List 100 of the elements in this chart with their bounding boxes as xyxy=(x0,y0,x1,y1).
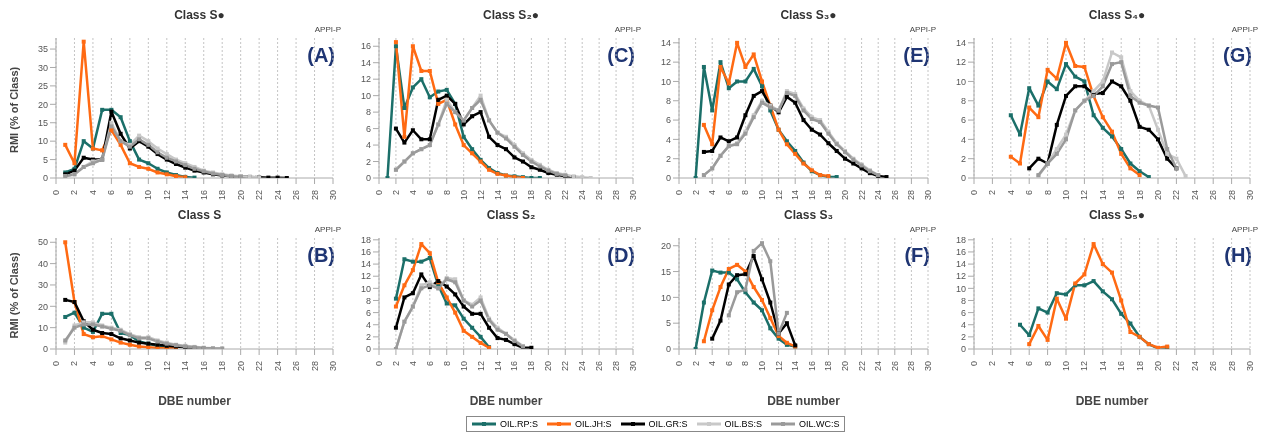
y-tick-label: 2 xyxy=(365,156,371,167)
x-tick-label: 6 xyxy=(723,190,734,196)
x-tick-label: 2 xyxy=(987,361,998,367)
y-tick-label: 12 xyxy=(360,271,371,282)
y-tick-label: 6 xyxy=(960,307,966,318)
y-tick-label: 10 xyxy=(360,283,371,294)
x-tick-label: 16 xyxy=(198,190,209,201)
y-tick-label: 4 xyxy=(960,134,966,145)
y-axis-title: RMI (% of Class) xyxy=(7,66,20,153)
x-tick-label: 22 xyxy=(560,361,571,372)
x-tick-label: 2 xyxy=(690,361,701,367)
text: APPI-P xyxy=(314,25,341,34)
x-axis-title: DBE number xyxy=(767,394,841,408)
x-tick-label: 20 xyxy=(543,361,554,372)
legend-label: OIL.WC:S xyxy=(799,419,840,429)
x-tick-label: 26 xyxy=(594,190,605,201)
chart-title: Class S xyxy=(176,208,223,222)
y-tick-label: 6 xyxy=(365,123,371,134)
x-tick-label: 2 xyxy=(390,190,401,196)
y-tick-label: 0 xyxy=(365,173,371,184)
x-tick-label: 4 xyxy=(407,190,418,196)
y-tick-label: 10 xyxy=(660,76,671,87)
x-tick-label: 30 xyxy=(1245,361,1255,372)
chart-title: Class S₂ xyxy=(485,208,537,222)
y-tick-label: 12 xyxy=(660,57,671,68)
x-tick-label: 28 xyxy=(906,361,917,372)
x-tick-label: 26 xyxy=(1208,190,1219,201)
x-tick-label: 6 xyxy=(424,361,435,367)
y-tick-label: 4 xyxy=(665,134,671,145)
x-tick-label: 18 xyxy=(823,190,834,201)
x-tick-label: 28 xyxy=(1226,361,1237,372)
x-tick-label: 30 xyxy=(628,361,638,372)
text: APPI-P xyxy=(1231,225,1258,234)
x-tick-label: 20 xyxy=(543,190,554,201)
y-tick-label: 8 xyxy=(960,95,966,106)
x-tick-label: 4 xyxy=(407,361,418,367)
text: APPI-P xyxy=(1231,25,1258,34)
x-tick-label: 24 xyxy=(272,361,283,372)
x-tick-label: 2 xyxy=(390,361,401,367)
x-tick-label: 22 xyxy=(856,190,867,201)
x-tick-label: 22 xyxy=(1171,190,1182,201)
chart-title: Class S₅● xyxy=(1087,208,1147,222)
y-tick-label: 14 xyxy=(955,259,966,270)
x-tick-label: 30 xyxy=(328,190,338,201)
x-tick-label: 24 xyxy=(873,361,884,372)
y-tick-label: 20 xyxy=(660,240,671,251)
x-tick-label: 18 xyxy=(526,190,537,201)
annotation: (A) xyxy=(307,44,335,67)
y-tick-label: 4 xyxy=(365,140,371,151)
y-tick-label: 0 xyxy=(365,344,371,355)
x-tick-label: 30 xyxy=(923,361,933,372)
x-tick-label: 28 xyxy=(611,361,622,372)
y-tick-label: 30 xyxy=(37,280,48,291)
chart-title: Class S₄● xyxy=(1087,8,1147,22)
x-tick-label: 16 xyxy=(1116,361,1127,372)
x-tick-label: 12 xyxy=(161,361,172,372)
x-tick-label: 14 xyxy=(180,361,191,372)
x-tick-label: 26 xyxy=(889,190,900,201)
chart-title: Class S₂● xyxy=(482,8,540,22)
text: APPI-P xyxy=(614,25,641,34)
y-tick-label: 6 xyxy=(960,115,966,126)
x-tick-label: 18 xyxy=(1134,190,1145,201)
x-tick-label: 0 xyxy=(969,361,979,367)
x-tick-label: 12 xyxy=(475,361,486,372)
y-tick-label: 8 xyxy=(960,295,966,306)
x-tick-label: 8 xyxy=(124,190,135,196)
x-tick-label: 2 xyxy=(69,361,80,367)
y-tick-label: 10 xyxy=(360,90,371,101)
x-tick-label: 10 xyxy=(1061,190,1071,201)
x-tick-label: 14 xyxy=(1097,190,1108,201)
x-tick-label: 2 xyxy=(690,190,701,196)
x-tick-label: 4 xyxy=(1005,190,1016,196)
legend-label: OIL.JH:S xyxy=(575,419,612,429)
x-tick-label: 26 xyxy=(594,361,605,372)
y-tick-label: 0 xyxy=(665,344,671,355)
x-tick-label: 16 xyxy=(1116,190,1127,201)
x-tick-label: 28 xyxy=(611,190,622,201)
y-tick-label: 18 xyxy=(360,235,371,246)
y-tick-label: 15 xyxy=(37,117,48,128)
x-tick-label: 8 xyxy=(441,190,452,196)
x-tick-label: 12 xyxy=(1079,361,1090,372)
x-tick-label: 26 xyxy=(889,361,900,372)
y-tick-label: 20 xyxy=(37,301,48,312)
y-tick-label: 0 xyxy=(960,344,966,355)
x-tick-label: 0 xyxy=(674,190,684,196)
x-tick-label: 12 xyxy=(773,361,784,372)
chart-title: Class S● xyxy=(173,8,226,22)
y-tick-label: 14 xyxy=(360,57,371,68)
x-tick-label: 24 xyxy=(1189,361,1200,372)
text: APPI-P xyxy=(909,225,936,234)
y-tick-label: 30 xyxy=(37,62,48,73)
x-tick-label: 20 xyxy=(1153,361,1163,372)
y-tick-label: 14 xyxy=(955,38,966,49)
y-tick-label: 25 xyxy=(37,81,48,92)
x-tick-label: 28 xyxy=(906,190,917,201)
x-tick-label: 22 xyxy=(1171,361,1182,372)
y-tick-label: 10 xyxy=(660,292,671,303)
x-tick-label: 20 xyxy=(840,361,850,372)
x-tick-label: 6 xyxy=(723,361,734,367)
x-tick-label: 0 xyxy=(969,190,979,196)
